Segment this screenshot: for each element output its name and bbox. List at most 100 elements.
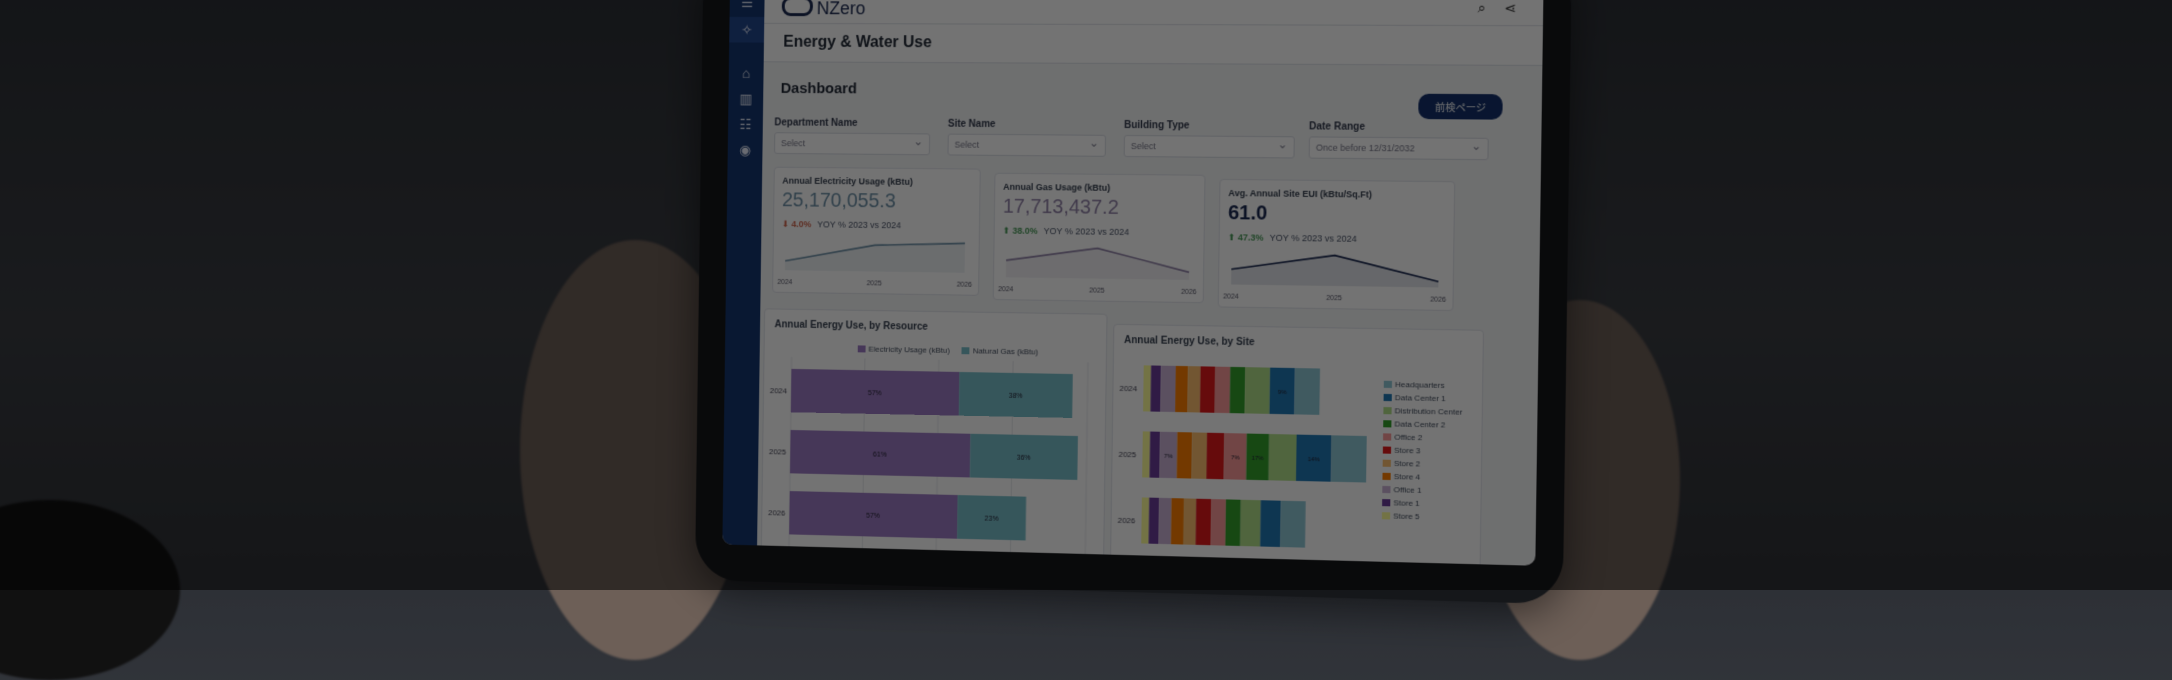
building-type-select[interactable]: Select — [1123, 134, 1295, 159]
photo-scene: ☰ ✧ ⌂ ▥ ☷ ◉ NZero ⌕ ⋖ Energy & Water Use… — [0, 0, 2172, 590]
resource-bar-chart: 2024 57% 38% 2025 61% 36% 2026 57% 23% — [768, 309, 1107, 565]
site-bar-segment — [1280, 500, 1306, 548]
top-bar: NZero ⌕ ⋖ — [764, 0, 1544, 27]
kpi-change: 47.3% — [1237, 232, 1264, 243]
site-legend-item: Office 1 — [1382, 485, 1422, 495]
legend-label: Store 1 — [1393, 498, 1420, 509]
sparkle-icon[interactable]: ✧ — [729, 16, 765, 43]
year-tick-label: 2025 — [1118, 450, 1136, 459]
kpi-delta: ⬆ 38.0% YOY % 2023 vs 2024 — [1003, 226, 1130, 239]
date-range-select[interactable]: Once before 12/31/2032 — [1308, 136, 1489, 161]
sparkline-year-label: 2024 — [1223, 293, 1239, 300]
site-legend-item: Store 3 — [1382, 445, 1421, 455]
brand-logo[interactable]: NZero — [781, 0, 866, 19]
energy-by-resource-card: Annual Energy Use, by Resource Electrici… — [760, 308, 1108, 566]
legend-label: Store 5 — [1393, 511, 1420, 522]
eui-sparkline: 2024 2025 2026 — [1223, 180, 1446, 304]
search-icon[interactable]: ⌕ — [1477, 0, 1486, 16]
department-select[interactable]: Select — [774, 132, 931, 156]
site-legend-item: Store 2 — [1382, 458, 1421, 469]
filter-label: Date Range — [1309, 121, 1366, 133]
site-legend-item: Headquarters — [1383, 380, 1445, 390]
kpi-card-gas: 2024 2025 2026 Annual Gas Usage (kBtu) 17,… — [992, 172, 1206, 304]
energy-by-site-card: Annual Energy Use, by Site 2024 9% 2025 7% 7… — [1109, 323, 1484, 566]
kpi-title: Avg. Annual Site EUI (kBtu/Sq.Ft) — [1228, 188, 1373, 200]
kpi-value: 25,170,055.3 — [781, 189, 896, 213]
year-tick-label: 2024 — [1119, 384, 1137, 393]
site-legend-item: Store 5 — [1381, 511, 1420, 522]
legend-label: Office 2 — [1394, 432, 1423, 443]
legend-swatch — [1383, 407, 1392, 415]
legend-label: Distribution Center — [1394, 406, 1463, 417]
kpi-title: Annual Gas Usage (kBtu) — [1003, 181, 1111, 193]
site-legend-item: Data Center 2 — [1383, 419, 1446, 430]
site-bar-segment — [1183, 498, 1197, 545]
share-icon[interactable]: ⋖ — [1504, 0, 1517, 16]
dashboard-content: Dashboard 前検ページ Department Name Select S… — [760, 72, 1526, 566]
kpi-compare: YOY % 2023 vs 2024 — [817, 219, 901, 231]
bar-data-label: 23% — [985, 516, 999, 523]
logo-mark-icon — [781, 0, 814, 17]
kpi-compare: YOY % 2023 vs 2024 — [1043, 226, 1130, 238]
sparkline-year-label: 2024 — [777, 279, 792, 286]
filter-label: Building Type — [1124, 119, 1190, 132]
site-bar-segment — [1175, 365, 1189, 413]
bar-data-label: 36% — [1017, 455, 1031, 462]
legend-label: Store 2 — [1393, 458, 1421, 469]
page-header: Energy & Water Use — [763, 23, 1543, 66]
sparkline-year-label: 2026 — [1430, 296, 1446, 303]
year-tick-label: 2025 — [769, 447, 787, 456]
buildings-icon[interactable]: ▥ — [739, 90, 753, 107]
dashboard-action-button[interactable]: 前検ページ — [1418, 93, 1503, 120]
dashboard-title: Dashboard — [780, 80, 857, 98]
site-bar-segment — [1268, 434, 1297, 481]
electricity-sparkline: 2024 2025 2026 — [777, 168, 972, 289]
filter-date-range: Date Range Once before 12/31/2032 — [1308, 121, 1489, 161]
bar-data-label: 9% — [1278, 390, 1288, 396]
legend-label: Data Center 2 — [1394, 419, 1446, 430]
bar-data-label: 7% — [1164, 454, 1173, 460]
filter-site: Site Name Select — [947, 119, 1107, 157]
bar-data-label: 57% — [866, 513, 880, 520]
kpi-title: Annual Electricity Usage (kBtu) — [782, 175, 913, 187]
sparkline-area — [1005, 247, 1190, 280]
year-tick-label: 2024 — [770, 386, 788, 395]
legend-swatch — [1382, 472, 1391, 481]
app-screen: ☰ ✧ ⌂ ▥ ☷ ◉ NZero ⌕ ⋖ Energy & Water Use… — [722, 0, 1544, 566]
site-bar-segment — [1294, 368, 1321, 415]
list-icon[interactable]: ☷ — [739, 116, 752, 133]
bar-data-label: 7% — [1231, 455, 1241, 461]
sparkline-year-label: 2024 — [998, 286, 1014, 293]
sparkline-year-label: 2025 — [1326, 295, 1342, 302]
site-bar-segment — [1150, 365, 1161, 412]
sidebar: ☰ ✧ ⌂ ▥ ☷ ◉ — [722, 0, 765, 546]
site-bar-segment — [1160, 365, 1176, 413]
site-bar-chart: 2024 9% 2025 7% 7% 17% 14% 2026 — [1118, 365, 1367, 548]
filter-department: Department Name Select — [774, 117, 931, 156]
kpi-delta: ⬆ 47.3% YOY % 2023 vs 2024 — [1228, 232, 1357, 245]
site-select[interactable]: Select — [947, 133, 1107, 157]
kpi-change: 38.0% — [1012, 225, 1038, 236]
site-legend-item: Office 2 — [1383, 432, 1422, 442]
bar-data-label: 14% — [1308, 457, 1321, 463]
down-arrow-icon: ⬇ — [781, 218, 792, 229]
site-bar-segment — [1214, 366, 1231, 414]
location-icon[interactable]: ◉ — [739, 141, 752, 158]
legend-swatch — [1383, 393, 1392, 402]
kpi-value: 61.0 — [1227, 202, 1268, 225]
bar-data-label: 57% — [868, 390, 882, 397]
sparkline-year-label: 2025 — [867, 280, 882, 287]
bank-icon[interactable]: ⌂ — [741, 65, 751, 81]
menu-icon[interactable]: ☰ — [740, 0, 754, 11]
site-bar-segment — [1191, 432, 1208, 479]
site-legend-item: Store 1 — [1382, 498, 1420, 508]
bar-data-label: 38% — [1009, 393, 1023, 400]
legend-swatch — [1382, 499, 1391, 507]
site-bar-segment — [1330, 435, 1367, 483]
site-bar-segment — [1244, 367, 1271, 414]
tablet-device: ☰ ✧ ⌂ ▥ ☷ ◉ NZero ⌕ ⋖ Energy & Water Use… — [694, 0, 1572, 605]
sparkline-area — [1231, 253, 1439, 288]
site-bar-segment — [1149, 431, 1161, 478]
site-bar-segment — [1158, 497, 1172, 545]
sparkline-year-label: 2026 — [1181, 289, 1197, 296]
